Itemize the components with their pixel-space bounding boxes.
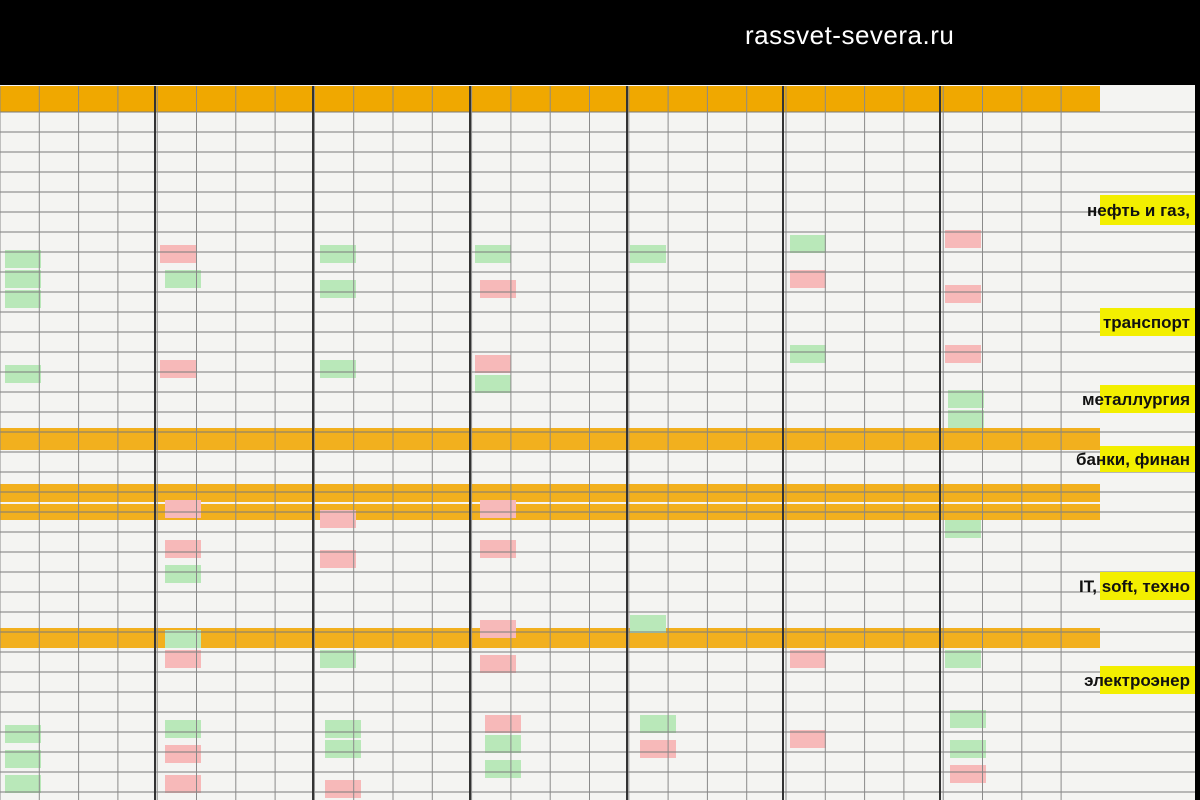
colored-cell — [948, 410, 984, 428]
colored-cell — [165, 720, 201, 738]
colored-cell — [945, 345, 981, 363]
colored-cell — [630, 245, 666, 263]
colored-cell — [5, 750, 41, 768]
watermark: rassvet-severa.ru — [745, 20, 955, 50]
section-label: металлургия — [1082, 390, 1190, 409]
colored-cell — [790, 650, 826, 668]
colored-cell — [480, 540, 516, 558]
colored-cell — [790, 345, 826, 363]
section-label: нефть и газ, — [1087, 201, 1190, 220]
colored-cell — [325, 780, 361, 798]
section-label-box — [1100, 385, 1195, 413]
colored-cell — [5, 365, 41, 383]
colored-cell — [640, 715, 676, 733]
colored-cell — [165, 500, 201, 518]
colored-cell — [165, 775, 201, 793]
section-label-box — [1100, 572, 1195, 600]
colored-cell — [945, 230, 981, 248]
colored-cell — [165, 650, 201, 668]
colored-cell — [485, 760, 521, 778]
section-label: транспорт — [1103, 313, 1190, 332]
colored-cell — [480, 655, 516, 673]
section-label: банки, финан — [1076, 450, 1190, 469]
colored-cell — [790, 270, 826, 288]
colored-cell — [790, 730, 826, 748]
colored-cell — [950, 765, 986, 783]
colored-cell — [320, 650, 356, 668]
colored-cell — [485, 715, 521, 733]
section-labels: нефть и газ, транспорт металлургия банки, ф… — [1076, 195, 1195, 694]
colored-cell — [165, 565, 201, 583]
colored-cell — [475, 375, 511, 393]
section-label: IT, soft, техно — [1079, 577, 1190, 596]
colored-cell — [480, 280, 516, 298]
colored-cell — [320, 280, 356, 298]
grid — [0, 86, 1195, 800]
colored-cell — [5, 290, 41, 308]
colored-cell — [320, 550, 356, 568]
colored-cell — [165, 745, 201, 763]
colored-cell — [5, 775, 41, 793]
colored-cell — [320, 510, 356, 528]
colored-cell — [640, 740, 676, 758]
colored-cell — [630, 615, 666, 633]
section-label-box — [1100, 195, 1195, 225]
colored-cell — [948, 390, 984, 408]
colored-cell — [950, 740, 986, 758]
colored-cell — [325, 720, 361, 738]
colored-cell — [5, 270, 41, 288]
colored-cell — [485, 735, 521, 753]
colored-cell — [480, 500, 516, 518]
colored-cell — [165, 270, 201, 288]
colored-cell — [945, 650, 981, 668]
colored-cell — [325, 740, 361, 758]
section-label-box — [1100, 308, 1195, 336]
colored-cell — [160, 245, 196, 263]
colored-cell — [165, 540, 201, 558]
colored-cell — [790, 235, 826, 253]
colored-cell — [945, 285, 981, 303]
colored-cell — [165, 630, 201, 648]
colored-cell — [5, 250, 41, 268]
section-label: электроэнер — [1084, 671, 1190, 690]
colored-cell — [5, 725, 41, 743]
colored-cell — [480, 620, 516, 638]
colored-cell — [475, 355, 511, 373]
section-label-box — [1100, 446, 1195, 472]
colored-cell — [160, 360, 196, 378]
section-label-box — [1100, 666, 1195, 694]
colored-cell — [320, 360, 356, 378]
colored-cell — [950, 710, 986, 728]
colored-cell — [475, 245, 511, 263]
colored-cell — [945, 520, 981, 538]
colored-cell — [320, 245, 356, 263]
